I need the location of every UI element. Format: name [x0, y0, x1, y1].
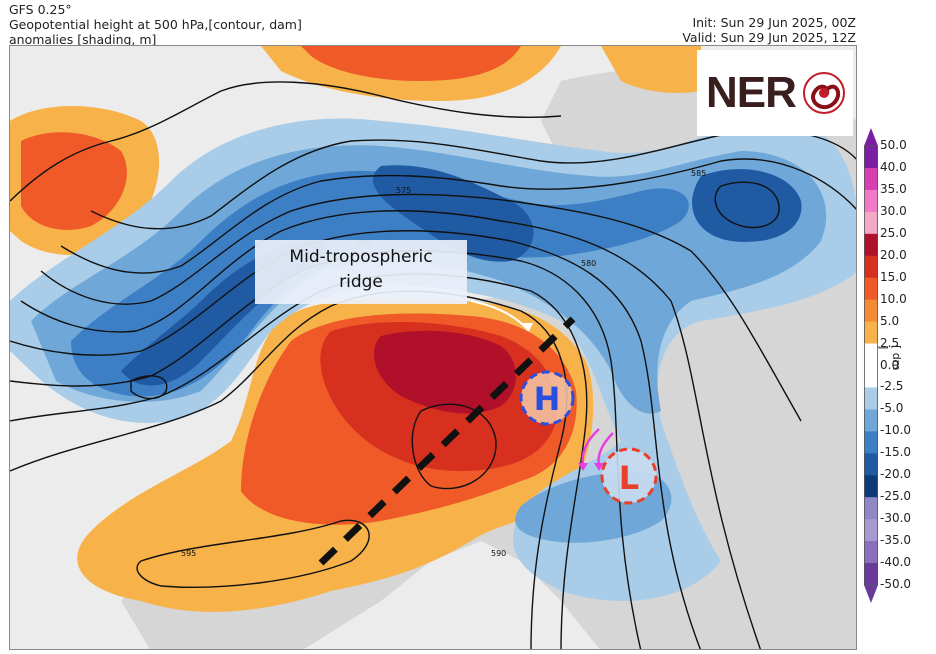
ridge-annotation: Mid-tropospheric ridge [255, 240, 467, 304]
colorbar-segment [864, 146, 878, 169]
warm-anomaly-ne [601, 46, 701, 93]
field-label-2: anomalies [shading, m] [9, 32, 157, 47]
colorbar-segment [864, 431, 878, 454]
field-label-1: Geopotential height at 500 hPa,[contour,… [9, 17, 302, 32]
contour-label: 585 [691, 169, 706, 178]
colorbar-tick-label: -40.0 [880, 555, 912, 570]
contour-label: 595 [181, 549, 196, 558]
colorbar-extend-top [864, 128, 878, 146]
colorbar-segment [864, 277, 878, 301]
colorbar-segment [864, 189, 878, 213]
contour-line [20, 210, 762, 649]
colorbar-segment [864, 475, 878, 498]
nero-logo: NER [697, 50, 853, 136]
init-time: Init: Sun 29 Jun 2025, 00Z [692, 15, 856, 30]
colorbar-segment [864, 409, 878, 432]
colorbar-segment [864, 541, 878, 564]
flow-arrowhead [578, 463, 588, 471]
colorbar-tick-label: 20.0 [880, 247, 907, 262]
contour-low-west [130, 375, 168, 400]
colorbar-segment [864, 519, 878, 542]
colorbar-extend-bottom [864, 585, 878, 603]
colorbar-frame [864, 145, 878, 586]
weather-map: 595 590 575 585 580 570 H L [9, 45, 857, 650]
annotation-line-2: ridge [339, 272, 383, 292]
model-label: GFS 0.25° [9, 2, 72, 17]
contour-line [10, 230, 702, 649]
colorbar-tick-label: 25.0 [880, 225, 907, 240]
contour-label: 590 [491, 549, 506, 558]
colorbar [864, 128, 878, 603]
colorbar-unit: [ dm ] [877, 345, 903, 371]
colorbar-tick-label: -35.0 [880, 533, 912, 548]
colorbar-tick-label: -50.0 [880, 577, 912, 591]
colorbar-segment [864, 365, 878, 388]
warm-anomaly-atlantic-core [21, 132, 127, 230]
map-svg: 595 590 575 585 580 570 H L [10, 46, 856, 649]
colorbar-tick-label: 40.0 [880, 159, 907, 174]
colorbar-tick-label: 5.0 [880, 313, 900, 328]
colorbar-segment [864, 453, 878, 476]
logo-swirl-icon [803, 72, 845, 114]
colorbar-tick-label: -20.0 [880, 467, 912, 482]
annotation-line-1: Mid-tropospheric [289, 247, 433, 267]
colorbar-segment [864, 343, 878, 366]
colorbar-tick-label: -25.0 [880, 489, 912, 504]
contour-line [40, 193, 802, 422]
contour-label: 575 [396, 186, 411, 195]
colorbar-tick-label: 15.0 [880, 269, 907, 284]
logo-text: NER [706, 68, 797, 117]
contour-high-closed [411, 403, 497, 490]
flow-arrow [581, 428, 600, 467]
contour-line [60, 158, 856, 274]
colorbar-segment [864, 167, 878, 191]
colorbar-segment [864, 497, 878, 520]
flow-arrowhead [594, 463, 604, 471]
colorbar-segment [864, 255, 878, 279]
ridge-axis-line [318, 316, 576, 566]
contour-label: 580 [581, 259, 596, 268]
colorbar-segment [864, 233, 878, 257]
low-pressure-marker [600, 447, 658, 505]
colorbar-segment [864, 299, 878, 323]
colorbar-tick-label: 35.0 [880, 181, 907, 196]
colorbar-tick-label: -5.0 [880, 401, 904, 416]
chart-header-left: GFS 0.25° Geopotential height at 500 hPa… [9, 2, 302, 47]
colorbar-segment [864, 211, 878, 235]
high-pressure-marker [519, 370, 575, 426]
colorbar-tick-label: -2.5 [880, 379, 904, 394]
valid-time: Valid: Sun 29 Jun 2025, 12Z [682, 30, 856, 45]
colorbar-tick-label: 2.5 [880, 335, 900, 350]
colorbar-tick-label: -15.0 [880, 445, 912, 460]
colorbar-tick-label: 50.0 [880, 138, 907, 152]
colorbar-tick-label: 30.0 [880, 203, 907, 218]
low-pressure-label: L [619, 459, 639, 497]
callout-arrowhead [521, 323, 533, 331]
contour-low-east [714, 181, 780, 229]
colorbar-segment [864, 321, 878, 345]
colorbar-tick-label: 10.0 [880, 291, 907, 306]
high-pressure-label: H [534, 380, 561, 418]
colorbar-tick-label: -30.0 [880, 511, 912, 526]
contour-595 [136, 519, 370, 588]
chart-header-right: Init: Sun 29 Jun 2025, 00Z Valid: Sun 29… [682, 15, 856, 45]
colorbar-tick-label: -10.0 [880, 423, 912, 438]
colorbar-segment [864, 563, 878, 586]
colorbar-segment [864, 387, 878, 410]
warm-anomaly-north-core [301, 46, 521, 81]
contour-line [10, 81, 562, 202]
colorbar-tick-label: 0.0 [880, 357, 900, 372]
warm-anomaly-peak [373, 330, 516, 414]
